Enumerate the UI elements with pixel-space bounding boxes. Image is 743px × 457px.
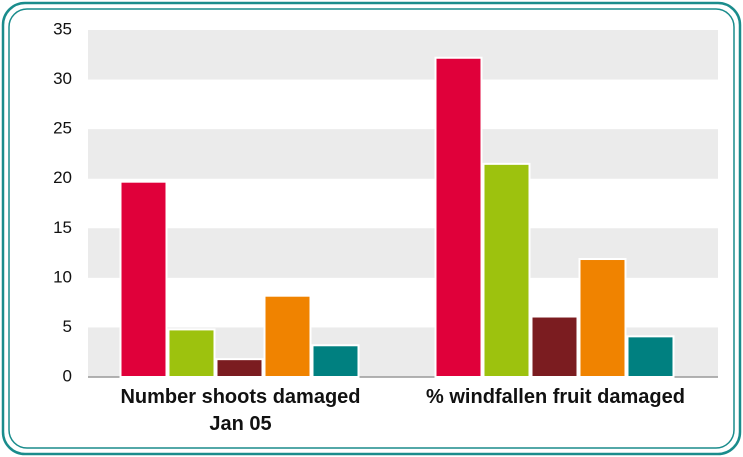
y-tick-label: 5 [63, 317, 72, 336]
bar [263, 294, 312, 378]
grid-band [88, 129, 718, 179]
bar [626, 335, 675, 379]
bar [311, 344, 360, 379]
y-tick-label: 15 [53, 218, 72, 237]
x-tick-label: Number shoots damaged Jan 05 [120, 386, 361, 435]
y-tick-label: 35 [53, 19, 72, 38]
y-tick-label: 25 [53, 119, 72, 138]
y-tick-label: 0 [63, 366, 72, 385]
bar [578, 258, 627, 378]
inner-frame [8, 8, 735, 449]
bar [167, 328, 216, 379]
y-tick-label: 30 [53, 69, 72, 88]
bar [482, 162, 531, 378]
bar [119, 180, 168, 378]
bar [434, 56, 483, 378]
y-tick-label: 20 [53, 168, 72, 187]
x-tick-label: % windfallen fruit damaged [426, 386, 685, 408]
y-tick-label: 10 [53, 267, 72, 286]
grid-band [88, 30, 718, 80]
bar [215, 358, 264, 379]
bar [530, 315, 579, 378]
